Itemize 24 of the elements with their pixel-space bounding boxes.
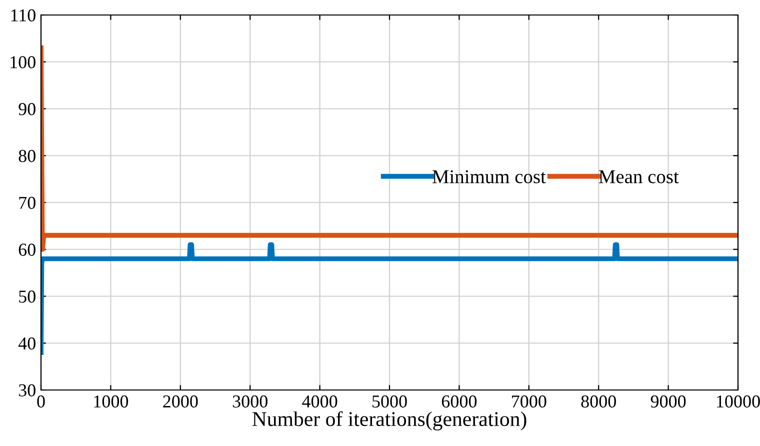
x-tick-label: 3000	[232, 395, 268, 408]
x-tick-label: 0	[37, 395, 45, 408]
legend-label: Minimum cost	[432, 170, 546, 184]
x-tick-label: 9000	[650, 395, 686, 408]
y-tick-label: 60	[18, 244, 36, 256]
x-tick-label: 4000	[302, 395, 338, 408]
x-tick-label: 2000	[163, 395, 198, 408]
legend-label: Mean cost	[598, 170, 679, 184]
y-tick-label: 100	[10, 56, 36, 68]
y-tick-label: 30	[18, 384, 36, 396]
x-tick-label: 6000	[442, 395, 477, 408]
x-axis-title: Number of iterations(generation)	[252, 411, 526, 430]
y-tick-label: 110	[11, 9, 36, 22]
x-tick-label: 5000	[372, 395, 407, 408]
y-tick-label: 80	[18, 150, 36, 162]
x-tick-label: 1000	[94, 395, 128, 408]
y-tick-label: 40	[18, 337, 36, 350]
x-tick-label: 10000	[717, 395, 760, 408]
x-tick-label: 7000	[512, 395, 546, 408]
x-tick-label: 8000	[581, 395, 616, 408]
y-tick-label: 70	[19, 196, 36, 209]
line-series	[41, 242, 738, 355]
y-tick-label: 50	[19, 290, 36, 303]
y-tick-label: 90	[18, 103, 36, 116]
